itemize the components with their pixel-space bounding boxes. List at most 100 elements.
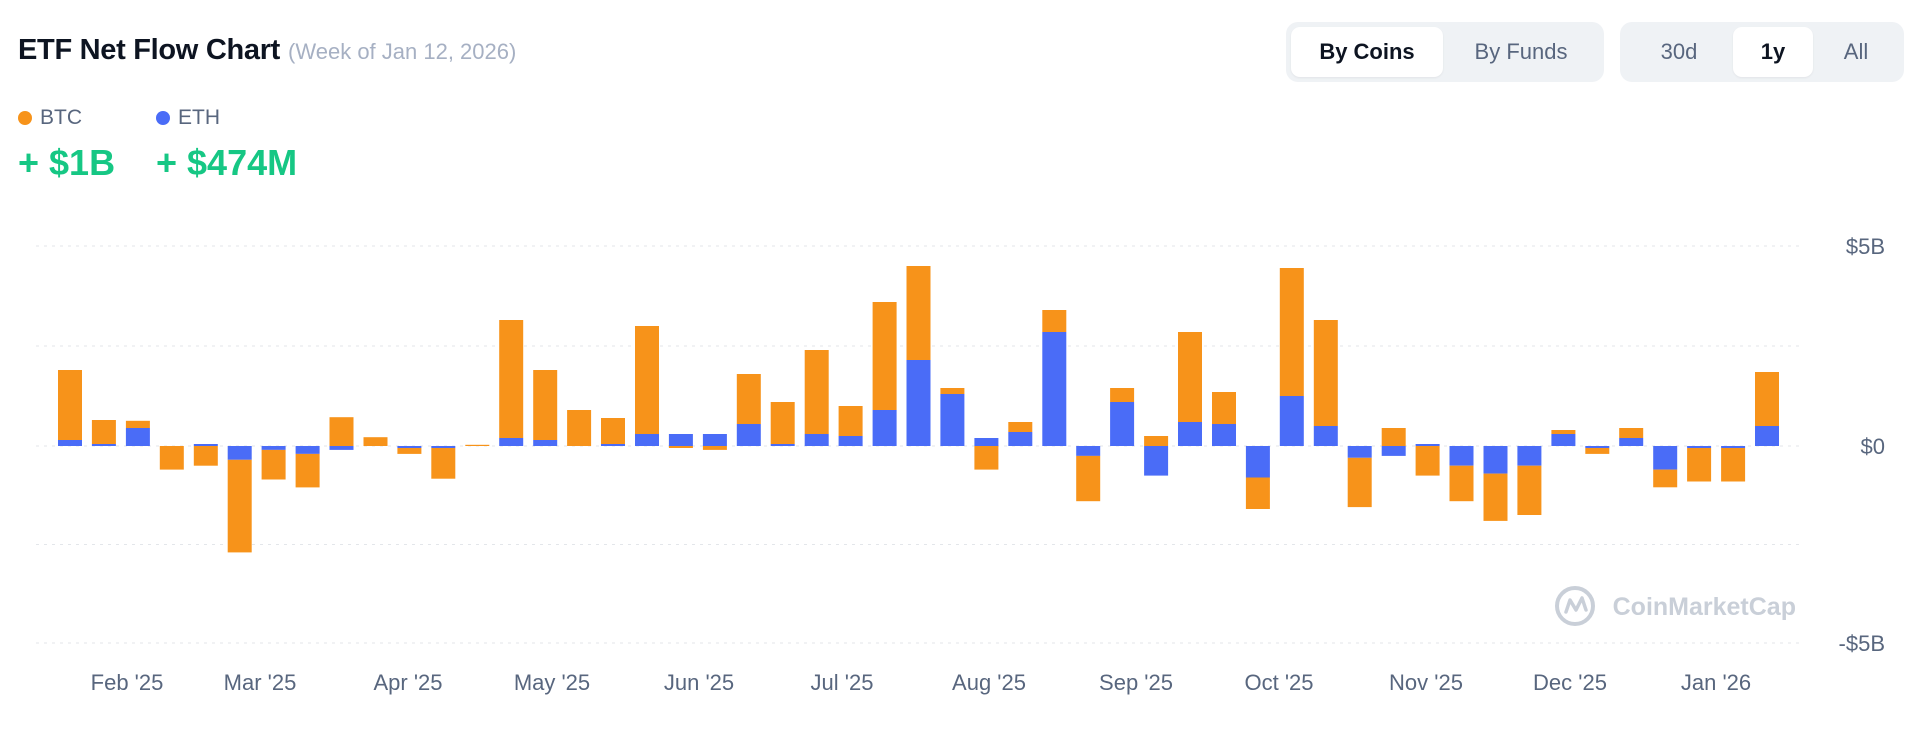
bar-eth[interactable]	[58, 440, 82, 446]
bar-btc[interactable]	[363, 437, 388, 446]
bar-eth[interactable]	[770, 444, 795, 446]
bar-btc[interactable]	[1042, 310, 1067, 332]
bar-eth[interactable]	[533, 440, 558, 446]
bar-btc[interactable]	[1245, 477, 1270, 510]
bar-btc[interactable]	[329, 417, 354, 446]
bar-btc[interactable]	[736, 374, 761, 424]
bar-btc[interactable]	[1076, 455, 1101, 502]
bar-btc[interactable]	[974, 446, 999, 470]
tab-range-all[interactable]: All	[1843, 39, 1869, 64]
bar-eth[interactable]	[1653, 446, 1678, 470]
bar-eth[interactable]	[804, 434, 829, 446]
tab-range-1y[interactable]: 1y	[1733, 27, 1813, 77]
bar-btc[interactable]	[906, 266, 931, 360]
bar-eth[interactable]	[125, 428, 150, 446]
bar-eth[interactable]	[1551, 434, 1576, 446]
bar-eth[interactable]	[91, 444, 116, 446]
tab-range-30d[interactable]: 30d	[1660, 39, 1698, 64]
bar-eth[interactable]	[940, 394, 965, 446]
bar-btc[interactable]	[1687, 448, 1712, 482]
bar-btc[interactable]	[1653, 469, 1678, 488]
bar-eth[interactable]	[1619, 438, 1644, 446]
bar-eth[interactable]	[838, 436, 863, 446]
bar-btc[interactable]	[1110, 388, 1135, 402]
bar-btc[interactable]	[193, 446, 218, 466]
bar-eth[interactable]	[1381, 446, 1406, 456]
bar-btc[interactable]	[1517, 465, 1542, 515]
bar-btc[interactable]	[91, 420, 116, 444]
bar-btc[interactable]	[125, 420, 150, 428]
bar-eth[interactable]	[1279, 396, 1304, 446]
bar-eth[interactable]	[1313, 426, 1338, 446]
bar-btc[interactable]	[770, 402, 795, 444]
bar-eth[interactable]	[329, 446, 354, 450]
bar-eth[interactable]	[397, 446, 422, 448]
bar-btc[interactable]	[499, 320, 524, 438]
bar-btc[interactable]	[1313, 320, 1338, 426]
bar-btc[interactable]	[465, 444, 490, 446]
bar-eth[interactable]	[1687, 446, 1712, 448]
bar-eth[interactable]	[1008, 432, 1033, 446]
bar-btc[interactable]	[159, 446, 184, 470]
bar-eth[interactable]	[227, 446, 252, 460]
bar-btc[interactable]	[261, 449, 286, 480]
bar-btc[interactable]	[1551, 430, 1576, 434]
bar-btc[interactable]	[1381, 428, 1406, 446]
bar-eth[interactable]	[1347, 446, 1372, 458]
bar-btc[interactable]	[1721, 448, 1746, 482]
bar-eth[interactable]	[601, 444, 625, 446]
bar-eth[interactable]	[1721, 446, 1746, 448]
bar-btc[interactable]	[1212, 392, 1236, 424]
bar-eth[interactable]	[1415, 444, 1440, 446]
bar-btc[interactable]	[872, 302, 897, 410]
bar-btc[interactable]	[567, 410, 592, 446]
bar-eth[interactable]	[431, 446, 456, 448]
bar-eth[interactable]	[1585, 446, 1610, 448]
bar-btc[interactable]	[58, 370, 82, 440]
bar-btc[interactable]	[1483, 473, 1508, 521]
bar-eth[interactable]	[499, 438, 524, 446]
bar-eth[interactable]	[1483, 446, 1508, 474]
bar-btc[interactable]	[227, 459, 252, 553]
bar-eth[interactable]	[1245, 446, 1270, 478]
bar-eth[interactable]	[702, 434, 727, 446]
bar-eth[interactable]	[668, 434, 693, 446]
legend-item-btc[interactable]: BTC	[18, 106, 82, 130]
bar-btc[interactable]	[1178, 332, 1202, 422]
tab-by-coins[interactable]: By Coins	[1291, 27, 1443, 77]
bar-btc[interactable]	[1755, 372, 1779, 426]
bar-eth[interactable]	[1449, 446, 1474, 466]
bar-btc[interactable]	[1449, 465, 1474, 502]
bar-btc[interactable]	[635, 326, 659, 434]
bar-btc[interactable]	[1008, 422, 1033, 432]
bar-btc[interactable]	[533, 370, 558, 440]
bar-eth[interactable]	[1076, 446, 1101, 456]
bar-eth[interactable]	[1110, 402, 1135, 446]
bar-eth[interactable]	[974, 438, 999, 446]
bar-btc[interactable]	[940, 388, 965, 394]
bar-btc[interactable]	[295, 453, 320, 488]
bar-btc[interactable]	[1144, 436, 1169, 446]
bar-eth[interactable]	[1212, 424, 1236, 446]
bar-btc[interactable]	[1279, 268, 1304, 396]
tab-by-funds[interactable]: By Funds	[1474, 39, 1568, 64]
bar-btc[interactable]	[1619, 428, 1644, 438]
bar-btc[interactable]	[668, 446, 693, 448]
bar-btc[interactable]	[1347, 457, 1372, 508]
bar-eth[interactable]	[261, 446, 286, 450]
bar-eth[interactable]	[1517, 446, 1542, 466]
bar-eth[interactable]	[1178, 422, 1202, 446]
bar-btc[interactable]	[838, 406, 863, 436]
bar-eth[interactable]	[906, 360, 931, 446]
bar-btc[interactable]	[1585, 448, 1610, 454]
bar-btc[interactable]	[804, 350, 829, 434]
legend-item-eth[interactable]: ETH	[156, 106, 220, 130]
bar-eth[interactable]	[193, 444, 218, 446]
bar-btc[interactable]	[601, 418, 625, 444]
bar-eth[interactable]	[1755, 426, 1779, 446]
bar-eth[interactable]	[872, 410, 897, 446]
bar-eth[interactable]	[736, 424, 761, 446]
bar-eth[interactable]	[1144, 446, 1169, 476]
bar-btc[interactable]	[702, 446, 727, 450]
bar-btc[interactable]	[397, 448, 422, 454]
